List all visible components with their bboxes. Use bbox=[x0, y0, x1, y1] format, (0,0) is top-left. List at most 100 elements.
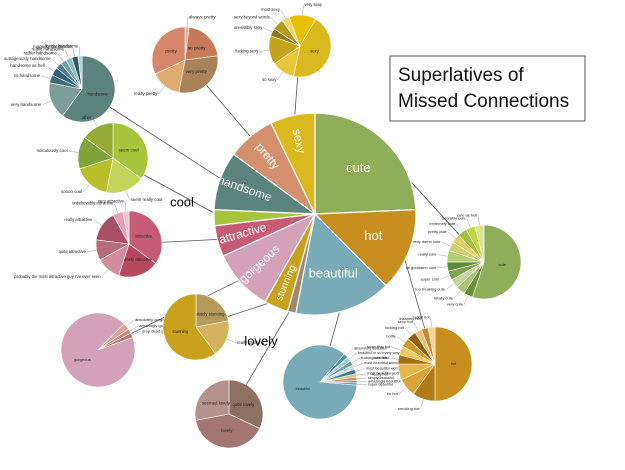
satellite-label-handsome-really-handsome: really handsome bbox=[32, 47, 65, 52]
satellite-label-attractive-attractive: attractive bbox=[135, 234, 153, 239]
satellite-slice-pretty-very-pretty bbox=[178, 55, 219, 94]
satellite-label-attractive-probably-the-most-attractive-guy-i-ve-ever-seen: probably the most attractive guy i've ev… bbox=[14, 274, 101, 279]
main-label-cool: cool bbox=[170, 194, 194, 209]
satellite-slice-pretty-so-pretty bbox=[184, 26, 219, 61]
satellite-label-gorgeous-amazingly-gorgeous: amazingly gorgeous bbox=[139, 323, 175, 328]
satellite-label-gorgeous-gorgeous: gorgeous bbox=[74, 357, 91, 362]
satellite-pie-stunning: absolutely stunning really stunning stunni… bbox=[162, 293, 265, 361]
satellite-slice-attractive-very-attractive bbox=[122, 210, 130, 245]
leader-hot-fucking-hot bbox=[404, 327, 412, 336]
satellite-slice-hot-hot bbox=[434, 326, 473, 402]
chart-title-line-2: Missed Connections bbox=[398, 91, 569, 112]
satellite-label-hot-hot: hot bbox=[451, 361, 457, 366]
leader-cute-really-cute bbox=[437, 254, 448, 257]
leader-hot-so-hot bbox=[398, 387, 407, 395]
satellite-label-handsome-so-handsome: so handsome bbox=[14, 73, 41, 78]
leader-attractive-unbelievably-attractive bbox=[114, 203, 118, 214]
satellite-label-hot-really-hot: really hot bbox=[372, 371, 389, 376]
satellite-slice-attractive-extremely-attractive bbox=[118, 243, 157, 278]
satellite-label-gorgeous-drop-dead-gorgeous: drop dead gorgeous bbox=[142, 328, 178, 333]
leader-pretty-really-pretty bbox=[158, 85, 165, 95]
satellite-label-lovely-quite-lovely: quite lovely bbox=[232, 402, 255, 407]
leader-cute-very-cute bbox=[463, 295, 469, 305]
satellite-label-cool-other: other bbox=[82, 115, 93, 120]
satellite-label-sexy-sexy-beyond-words: sexy beyond words bbox=[234, 14, 270, 19]
leader-attractive-really-attractive bbox=[93, 219, 102, 226]
main-label-cute: cute bbox=[346, 160, 371, 175]
leader-handsome-handsome-as-hell bbox=[45, 65, 55, 72]
leader-handsome-outrageously-handsome bbox=[51, 58, 59, 66]
satellite-slice-sexy-sexy bbox=[293, 18, 332, 78]
leader-hot-really-hot bbox=[389, 371, 399, 375]
leader-cute-totally-cute bbox=[453, 290, 461, 299]
satellite-label-attractive-quite-attractive: quite attractive bbox=[59, 249, 87, 254]
satellite-label-attractive-really-attractive: really attractive bbox=[64, 217, 93, 222]
leader-gorgeous-absolutely-gorgeous bbox=[126, 319, 135, 327]
satellite-label-beautiful-super-beautiful: super beautiful bbox=[368, 383, 393, 387]
main-slice-cute bbox=[314, 112, 417, 215]
leader-hot-cute-hot bbox=[388, 357, 399, 360]
satellite-label-stunning-really-stunning: really stunning bbox=[237, 340, 265, 345]
satellite-label-pretty-so-pretty: so pretty bbox=[188, 46, 206, 51]
satellite-label-cool-seem-cool: seem cool bbox=[119, 147, 139, 152]
satellite-label-hot-smoking-hot: smoking hot bbox=[398, 406, 420, 411]
leader-cute-extremely-cute bbox=[456, 223, 463, 233]
satellite-slice-attractive-attractive bbox=[128, 210, 163, 264]
chart-title-line-1: Superlatives of bbox=[398, 65, 524, 86]
title-box: Superlatives of Missed Connections bbox=[389, 55, 586, 122]
satellite-label-hot-fucking-hot: fucking hot bbox=[385, 325, 405, 330]
satellite-label-cute-too-freaking-cute: too freaking cute bbox=[415, 287, 445, 292]
satellite-label-handsome-handsome-as-hell: handsome as hell bbox=[10, 63, 44, 68]
leader-cool-seem-really-cool bbox=[125, 190, 130, 200]
satellite-label-cute-super-cute: super cute bbox=[421, 276, 440, 281]
satellite-label-cool-soooo-cool: soooo cool bbox=[61, 189, 82, 194]
satellite-label-cute-pretty-cute: pretty cute bbox=[428, 229, 447, 234]
satellite-pie-pretty: always pretty so pretty very pretty really … bbox=[134, 14, 219, 96]
satellite-label-cute-cute-as-hell: cute as hell bbox=[457, 212, 477, 217]
leader-cute-pretty-damn-cute bbox=[441, 241, 451, 247]
leader-hot-insanely-hot bbox=[421, 318, 425, 329]
satellite-slice-stunning-stunning bbox=[162, 293, 216, 361]
leader-beautiful-super-beautiful bbox=[356, 383, 367, 385]
satellite-pie-attractive: attractive extremely attractive probably t… bbox=[14, 198, 163, 279]
satellite-label-stunning-absolutely-stunning: absolutely stunning bbox=[189, 311, 226, 316]
satellite-label-beautiful-beautiful-in-so-many-ways: beautiful in so many ways bbox=[358, 351, 402, 355]
satellite-label-pretty-pretty: pretty bbox=[165, 48, 177, 53]
satellite-label-sexy-so-sexy: so sexy bbox=[262, 77, 277, 82]
satellite-label-sexy-most-sexy: most sexy bbox=[261, 7, 281, 12]
leader-cute-adorably-cute bbox=[466, 218, 471, 228]
satellite-label-handsome-ruggedly-handsome: ruggedly handsome bbox=[33, 44, 72, 49]
satellite-label-hot-so-hot: so hot bbox=[387, 391, 399, 396]
satellite-slice-sexy-very-sexy bbox=[288, 14, 316, 47]
satellite-pie-cute: cute very cute totally cute too freaking cu… bbox=[406, 212, 522, 307]
main-slice-hot bbox=[313, 208, 417, 287]
satellite-label-sexy-sexy: sexy bbox=[310, 49, 320, 54]
satellite-label-handsome-rather-handsome: rather handsome bbox=[24, 51, 58, 56]
satellite-pies: always pretty so pretty very pretty really … bbox=[4, 2, 522, 449]
satellite-label-attractive-extremely-attractive: extremely attractive bbox=[116, 257, 153, 262]
satellite-label-beautiful-simply-beautiful: simply beautiful bbox=[368, 376, 394, 380]
leader-attractive-quite-attractive bbox=[86, 250, 97, 253]
satellite-label-sexy-fucking-sexy: fucking sexy bbox=[235, 49, 259, 54]
leader-hot-smoking-hot bbox=[420, 399, 424, 409]
satellite-label-cute-cute: cute bbox=[499, 262, 507, 267]
leader-handsome-ruggedly-handsome bbox=[72, 46, 75, 57]
satellite-pie-handsome: handsome very handsome so handsome handsome… bbox=[4, 43, 116, 123]
satellite-label-attractive-unbelievably-attractive: unbelievably attractive bbox=[72, 201, 114, 206]
satellite-pie-hot: hot smoking hot so hot really hot cute hot in… bbox=[367, 314, 473, 411]
satellite-label-cute-totally-cute: totally cute bbox=[434, 295, 454, 300]
satellite-slice-lovely-quite-lovely bbox=[228, 379, 264, 429]
satellite-label-beautiful-most-beautiful-woman: most beautiful woman bbox=[364, 361, 401, 365]
satellite-slice-cool-seem-cool bbox=[112, 122, 149, 179]
satellite-label-cute-pretty-damn-cute: pretty damn cute bbox=[411, 239, 442, 244]
leader-hot-sexy-hot bbox=[413, 322, 419, 332]
satellite-label-pretty-really-pretty: really pretty bbox=[134, 91, 158, 96]
leader-handsome-lovely-handsome bbox=[79, 46, 81, 57]
satellite-slice-lovely-lovely bbox=[195, 413, 261, 449]
leader-sexy-very-sexy bbox=[302, 5, 304, 16]
satellite-label-sexy-very-sexy: very sexy bbox=[304, 2, 323, 7]
leader-gorgeous-drop-dead-gorgeous bbox=[131, 331, 142, 336]
main-slice-beautiful bbox=[295, 212, 387, 316]
